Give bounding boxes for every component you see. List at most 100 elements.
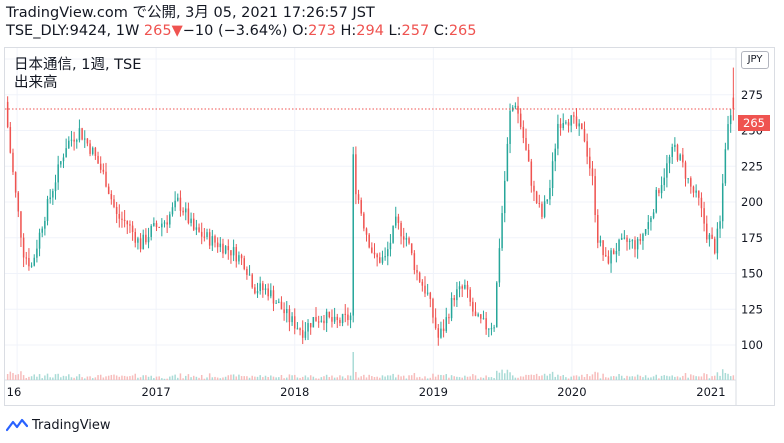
- volume-bar: [575, 375, 578, 380]
- candle-body: [538, 203, 541, 205]
- volume-bar: [9, 371, 12, 380]
- volume-bar: [206, 377, 208, 380]
- candle-body: [684, 162, 687, 179]
- volume-bar: [676, 376, 679, 380]
- volume-bar: [248, 377, 251, 380]
- candle-body: [68, 140, 70, 149]
- candle-body: [591, 168, 594, 177]
- candle-body: [123, 219, 126, 222]
- volume-bar: [190, 377, 192, 380]
- candle-body: [565, 122, 567, 124]
- candle-body: [408, 238, 410, 244]
- candle-body: [371, 247, 373, 253]
- volume-bar: [679, 377, 681, 380]
- candle-body: [698, 190, 700, 198]
- candle-body: [589, 156, 591, 169]
- candle-body: [54, 182, 57, 192]
- volume-bar: [395, 377, 397, 380]
- volume-bar: [339, 375, 341, 380]
- candle-body: [493, 327, 495, 329]
- volume-bar: [490, 377, 493, 380]
- candle-body: [333, 316, 336, 322]
- volume-bar: [514, 377, 517, 380]
- candle-body: [450, 297, 453, 319]
- candle-body: [118, 213, 121, 219]
- candle-body: [602, 240, 604, 256]
- candle-body: [36, 248, 38, 258]
- candle-body: [365, 228, 368, 235]
- candle-body: [652, 212, 655, 218]
- volume-bar: [139, 377, 142, 380]
- candle-body: [682, 154, 684, 163]
- candle-body: [400, 222, 402, 237]
- candle-body: [525, 137, 527, 150]
- candle-body: [522, 126, 525, 138]
- volume-bar: [78, 374, 81, 380]
- candle-body: [179, 197, 182, 211]
- volume-bar: [541, 375, 543, 380]
- candle-body: [25, 257, 28, 259]
- currency-badge[interactable]: JPY: [741, 51, 769, 69]
- volume-bar: [695, 376, 697, 380]
- volume-bar: [589, 376, 591, 380]
- candle-body: [70, 139, 73, 141]
- y-tick-label: 175: [741, 231, 763, 245]
- volume-bar: [243, 376, 245, 380]
- candle-body: [700, 197, 703, 209]
- volume-bar: [89, 376, 91, 380]
- y-tick-label: 150: [741, 267, 763, 281]
- candle-body: [389, 242, 392, 250]
- volume-bar: [421, 378, 424, 380]
- volume-bar: [682, 375, 684, 380]
- volume-bar: [511, 375, 514, 380]
- volume-bar: [317, 378, 320, 380]
- candle-body: [442, 328, 445, 332]
- volume-bar: [464, 375, 466, 380]
- volume-bar: [573, 375, 575, 380]
- x-tick-label: 2018: [280, 385, 309, 399]
- volume-bar: [445, 374, 448, 380]
- volume-bar: [666, 375, 668, 380]
- candle-body: [155, 223, 158, 228]
- candle-body: [341, 313, 344, 324]
- candle-body: [230, 250, 232, 256]
- volume-bar: [376, 376, 378, 380]
- candle-body: [581, 123, 583, 130]
- price-change: −10 (−3.64%): [182, 23, 288, 39]
- candle-body: [480, 314, 482, 319]
- volume-bar: [381, 375, 384, 380]
- volume-bar: [604, 377, 607, 380]
- volume-bar: [65, 376, 67, 380]
- candle-body: [251, 274, 253, 288]
- candle-body: [628, 240, 631, 242]
- volume-bar: [535, 373, 538, 380]
- volume-bar: [506, 369, 509, 380]
- volume-bar: [711, 376, 713, 380]
- candle-body: [397, 216, 400, 223]
- volume-bar: [238, 374, 240, 380]
- candle-body: [166, 222, 168, 225]
- candle-body: [639, 239, 642, 241]
- candle-body: [198, 227, 200, 232]
- candle-body: [259, 283, 261, 292]
- volume-bar: [60, 377, 62, 380]
- volume-bar: [400, 376, 402, 380]
- candle-body: [57, 164, 59, 183]
- volume-bar: [91, 378, 94, 380]
- volume-bar: [192, 375, 195, 380]
- volume-bar: [20, 371, 22, 380]
- volume-bar: [227, 375, 230, 380]
- candle-body: [527, 149, 530, 162]
- tradingview-brand[interactable]: TradingView: [6, 415, 111, 435]
- volume-bar: [620, 375, 623, 380]
- volume-bar: [469, 376, 471, 380]
- volume-bar: [652, 376, 655, 380]
- candle-body: [190, 218, 192, 224]
- volume-bar: [700, 376, 703, 380]
- volume-bar: [307, 377, 309, 380]
- volume-bar: [107, 375, 110, 380]
- volume-bar: [262, 377, 264, 380]
- volume-bar: [6, 373, 9, 380]
- candle-body: [317, 321, 320, 323]
